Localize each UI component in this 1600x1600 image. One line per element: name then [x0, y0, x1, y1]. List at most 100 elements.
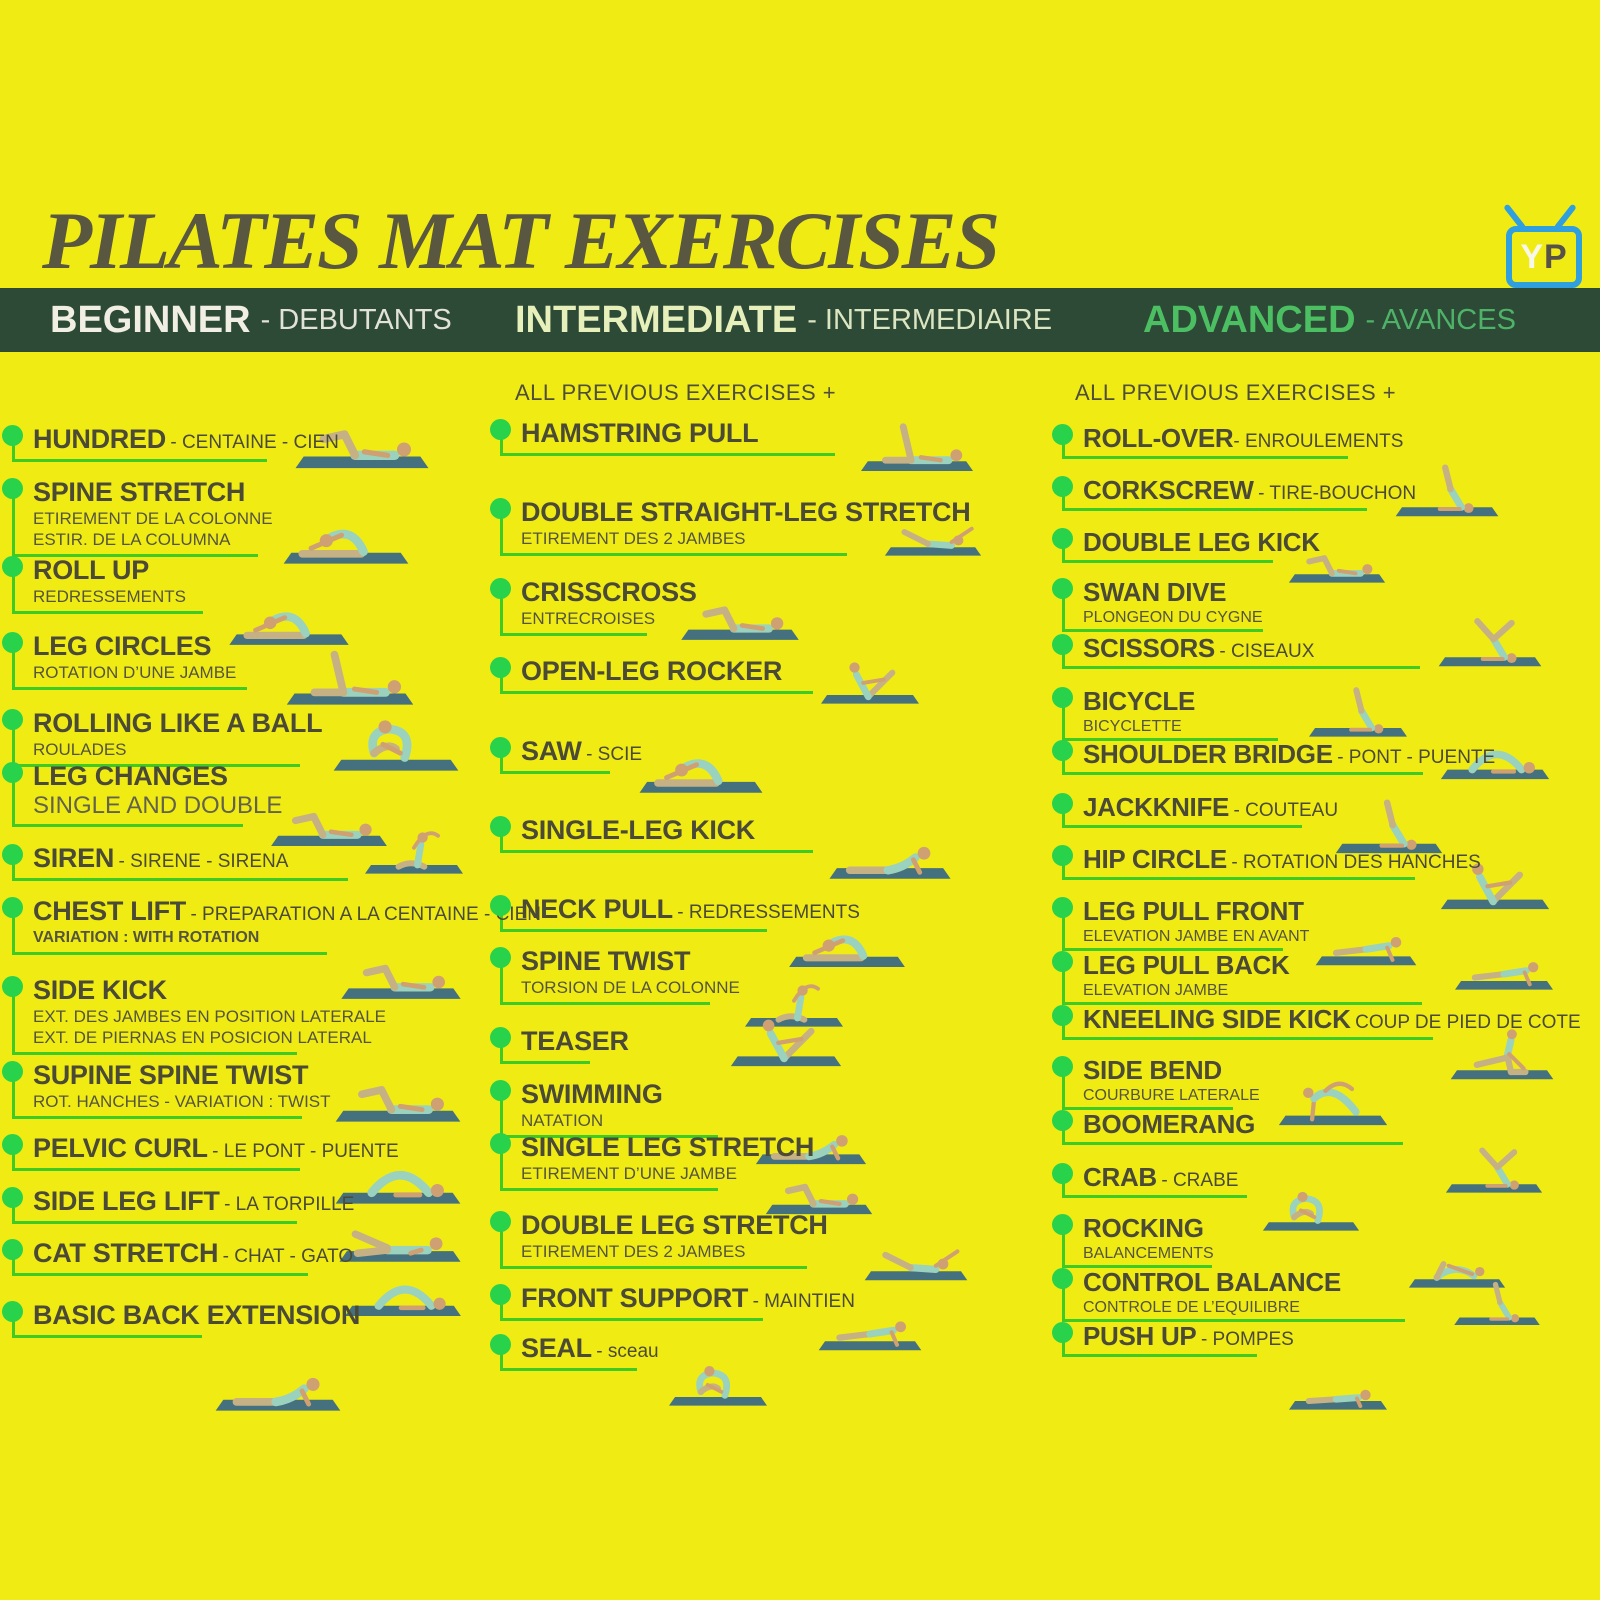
exercise-basic-back-extension: BASIC BACK EXTENSION: [2, 1300, 360, 1338]
exercise-name: SINGLE-LEG KICK: [521, 815, 756, 845]
exercise-double-straight-leg-stretch: DOUBLE STRAIGHT-LEG STRETCH ETIREMENT DE…: [490, 497, 971, 556]
bullet-icon: [1052, 578, 1073, 599]
exercise-translation: ELEVATION JAMBE: [1083, 982, 1229, 999]
exercise-variant: SINGLE AND DOUBLE: [33, 792, 283, 819]
exercise-bicycle: BICYCLE BICYCLETTE: [1052, 686, 1278, 741]
exercise-name: SIDE LEG LIFT: [33, 1186, 220, 1216]
bullet-icon: [490, 895, 511, 916]
exercise-name: LEG PULL BACK: [1083, 950, 1290, 980]
exercise-hamstring-pull: HAMSTRING PULL: [490, 418, 835, 456]
exercise-translation: COURBURE LATERALE: [1083, 1087, 1260, 1104]
exercise-name: HIP CIRCLE: [1083, 844, 1227, 874]
figure-single-leg-kick-icon: [826, 815, 954, 883]
exercise-name: HUNDRED: [33, 424, 166, 454]
bullet-icon: [1052, 476, 1073, 497]
exercise-cat-stretch: CAT STRETCH - CHAT - GATO: [2, 1238, 353, 1276]
exercise-leg-pull-front: LEG PULL FRONT ELEVATION JAMBE EN AVANT: [1052, 896, 1310, 951]
figure-control-balance-icon: [1452, 1280, 1542, 1328]
exercise-translation: ETIREMENT DES 2 JAMBES: [521, 529, 746, 548]
exercise-name: KNEELING SIDE KICK: [1083, 1004, 1351, 1034]
exercise-translation: BALANCEMENTS: [1083, 1245, 1214, 1262]
bullet-icon: [1052, 687, 1073, 708]
exercise-name: LEG PULL FRONT: [1083, 896, 1304, 926]
exercise-name: CORKSCREW: [1083, 475, 1254, 505]
figure-kneeling-side-kick-icon: [1448, 1025, 1556, 1083]
exercise-translation: ROULADES: [33, 740, 127, 759]
bullet-icon: [2, 897, 23, 918]
figure-rolling-like-a-ball-icon: [330, 705, 462, 775]
bullet-icon: [2, 1061, 23, 1082]
exercise-leg-circles: LEG CIRCLES ROTATION D’UNE JAMBE: [2, 631, 247, 690]
bullet-icon: [490, 816, 511, 837]
exercise-double-leg-stretch: DOUBLE LEG STRETCH ETIREMENT DES 2 JAMBE…: [490, 1210, 828, 1269]
exercise-translation: - PREPARATION A LA CENTAINE - CIEN: [190, 904, 541, 925]
exercise-name: ROLL-OVER: [1083, 423, 1234, 453]
exercise-name: LEG CIRCLES: [33, 631, 212, 661]
exercise-boomerang: BOOMERANG: [1052, 1109, 1403, 1145]
exercise-name: SAW: [521, 736, 582, 766]
exercise-name: SIDE KICK: [33, 975, 167, 1005]
level-translation: - DEBUTANTS: [260, 303, 452, 336]
bullet-icon: [1052, 634, 1073, 655]
figure-crab-icon: [1260, 1180, 1362, 1234]
exercise-translation: ELEVATION JAMBE EN AVANT: [1083, 928, 1310, 945]
exercise-name: SINGLE LEG STRETCH: [521, 1132, 815, 1162]
exercise-spine-stretch: SPINE STRETCH ETIREMENT DE LA COLONNE ES…: [2, 477, 273, 557]
exercise-translation: - CENTAINE - CIEN: [170, 432, 339, 453]
exercise-translation: BICYCLETTE: [1083, 718, 1182, 735]
exercise-translation: ROT. HANCHES - VARIATION : TWIST: [33, 1092, 331, 1111]
exercise-name: BICYCLE: [1083, 686, 1196, 716]
exercise-name: ROCKING: [1083, 1213, 1204, 1243]
figure-seal-icon: [666, 1354, 770, 1409]
bullet-icon: [1052, 951, 1073, 972]
exercise-translation: EXT. DES JAMBES EN POSITION LATERALE: [33, 1007, 386, 1026]
level-name: BEGINNER: [50, 298, 251, 341]
bullet-icon: [2, 1134, 23, 1155]
figure-basic-back-extension-icon: [212, 1345, 344, 1415]
exercise-swan-dive: SWAN DIVE PLONGEON DU CYGNE: [1052, 577, 1263, 632]
exercise-translation: - SIRENE - SIRENA: [118, 851, 289, 872]
exercise-translation: ESTIR. DE LA COLUMNA: [33, 530, 231, 549]
exercise-translation: NATATION: [521, 1111, 604, 1130]
exercise-name: HAMSTRING PULL: [521, 418, 759, 448]
exercise-translation: PLONGEON DU CYGNE: [1083, 609, 1263, 626]
exercise-double-leg-kick: DOUBLE LEG KICK: [1052, 527, 1320, 563]
level-translation: - INTERMEDIAIRE: [807, 303, 1053, 336]
bullet-icon: [2, 1301, 23, 1322]
page-title: PILATES MAT EXERCISES: [42, 195, 1000, 286]
level-name: INTERMEDIATE: [515, 298, 798, 341]
exercise-translation: - CHAT - GATO: [222, 1246, 354, 1267]
exercise-translation: - LA TORPILLE: [224, 1194, 355, 1215]
bullet-icon: [2, 632, 23, 653]
exercise-translation: - COUTEAU: [1233, 800, 1339, 821]
exercise-leg-changes: LEG CHANGES SINGLE AND DOUBLE: [2, 761, 283, 827]
exercise-name: SEAL: [521, 1333, 592, 1363]
level-advanced: ADVANCED - AVANCES: [1143, 288, 1516, 352]
level-name: ADVANCED: [1143, 298, 1356, 341]
exercise-neck-pull: NECK PULL - REDRESSEMENTS: [490, 894, 860, 932]
figure-saw-icon: [636, 728, 766, 797]
exercise-translation: TORSION DE LA COLONNE: [521, 978, 740, 997]
exercise-spine-twist: SPINE TWIST TORSION DE LA COLONNE: [490, 946, 740, 1005]
exercise-name: LEG CHANGES: [33, 761, 228, 791]
level-translation: - AVANCES: [1365, 303, 1516, 336]
bullet-icon: [490, 578, 511, 599]
exercise-name: SWIMMING: [521, 1079, 663, 1109]
exercise-name: ROLL UP: [33, 555, 149, 585]
figure-chest-lift-icon: [338, 936, 464, 1003]
exercise-name: SIREN: [33, 843, 115, 873]
bullet-icon: [1052, 845, 1073, 866]
exercise-roll-over: ROLL-OVER- ENROULEMENTS: [1052, 423, 1403, 459]
bullet-icon: [490, 498, 511, 519]
figure-spine-stretch-icon: [280, 498, 412, 568]
figure-siren-icon: [362, 822, 466, 877]
exercise-name: CRISSCROSS: [521, 577, 697, 607]
exercise-siren: SIREN - SIRENE - SIRENA: [2, 843, 348, 881]
exercise-rolling-like-a-ball: ROLLING LIKE A BALL ROULADES: [2, 708, 323, 767]
exercise-leg-pull-back: LEG PULL BACK ELEVATION JAMBE: [1052, 950, 1422, 1005]
exercise-name: SIDE BEND: [1083, 1055, 1222, 1085]
exercise-translation: REDRESSEMENTS: [33, 587, 187, 606]
exercise-shoulder-bridge: SHOULDER BRIDGE - PONT - PUENTE: [1052, 739, 1495, 775]
exercise-translation: COUP DE PIED DE COTE: [1355, 1012, 1581, 1033]
intermediate-column-header: ALL PREVIOUS EXERCISES +: [515, 380, 837, 405]
